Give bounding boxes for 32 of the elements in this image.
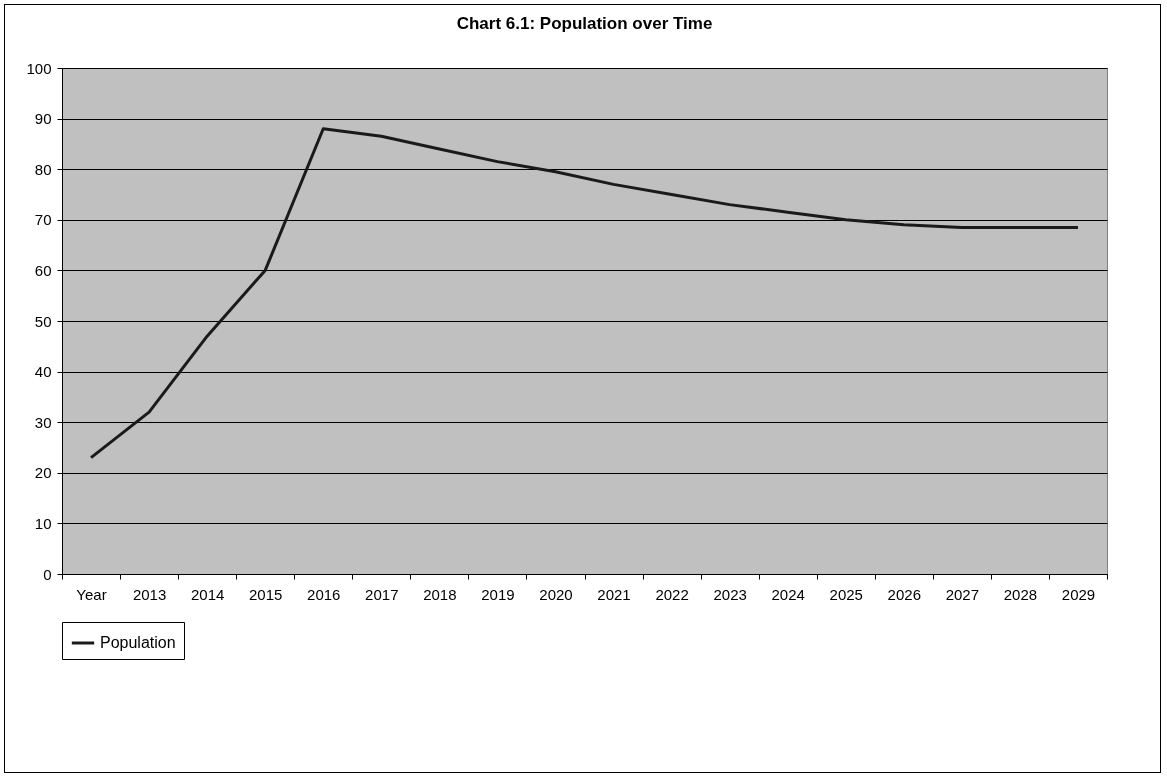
x-tick-label: 2018 [423,585,457,603]
y-tick-label: 30 [34,413,52,431]
x-tick-label: 2013 [132,585,167,603]
x-tick-label: 2023 [713,585,747,603]
y-tick-label: 70 [34,211,52,229]
y-tick-label: 100 [26,59,52,77]
x-tick-label: 2024 [771,585,805,603]
x-tick-label: Year [76,585,107,603]
x-tick-label: 2027 [945,585,980,603]
line-series [89,127,1080,460]
x-tick-label: 2017 [365,585,399,603]
x-tick-label: 2015 [249,585,283,603]
y-tick-label: 90 [34,110,52,128]
x-tick-label: 2021 [597,585,631,603]
x-tick-label: 2025 [829,585,863,603]
x-tick-label: 2016 [307,585,341,603]
x-tick-label: 2019 [481,585,515,603]
y-tick-label: 0 [43,565,52,583]
y-tick-label: 80 [34,160,52,178]
x-tick-label: 2020 [539,585,573,603]
x-tick-label: 2026 [887,585,921,603]
chart-title: Chart 6.1: Population over Time [456,14,713,33]
y-tick-label: 40 [34,363,52,381]
x-tick-label: 2014 [190,585,225,603]
legend-label: Population [100,634,176,651]
y-tick-label: 10 [34,514,52,532]
y-tick-label: 60 [34,261,52,279]
x-tick-label: 2029 [1061,585,1096,603]
x-tick-label: 2022 [655,585,689,603]
y-tick-label: 50 [34,312,52,330]
x-tick-label: 2028 [1003,585,1038,603]
y-tick-label: 20 [34,464,52,482]
